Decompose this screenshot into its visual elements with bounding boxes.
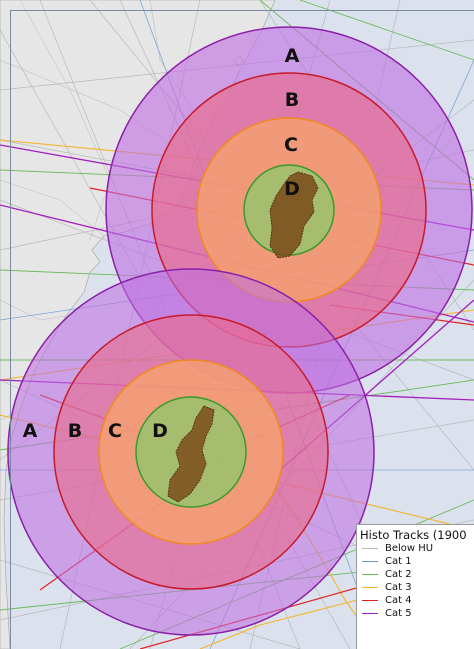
legend-item-cat-2: Cat 2 (362, 568, 474, 581)
zone-label-c: C (108, 420, 122, 442)
zone-label-d: D (152, 420, 168, 442)
legend-title: Histo Tracks (1900 (360, 528, 467, 542)
zone-label-d: D (284, 178, 300, 200)
legend-label: Cat 5 (385, 608, 412, 619)
legend-item-cat-4: Cat 4 (362, 594, 474, 607)
legend-swatch (362, 561, 378, 562)
legend-item-cat-5: Cat 5 (362, 607, 474, 620)
legend-panel: Histo Tracks (1900 Below HU Cat 1 Cat 2 … (356, 524, 474, 649)
legend-item-below-hu: Below HU (362, 542, 474, 555)
legend-swatch (362, 548, 378, 549)
legend-label: Cat 2 (385, 569, 412, 580)
ring-set-south: A B C D (7, 268, 375, 636)
zone-label-b: B (68, 420, 82, 442)
island-reunion (167, 405, 215, 503)
legend-label: Cat 1 (385, 556, 412, 567)
legend-item-cat-3: Cat 3 (362, 581, 474, 594)
zone-label-a: A (23, 420, 38, 442)
zone-label-b: B (285, 89, 299, 111)
legend-swatch (362, 600, 378, 601)
legend-item-cat-1: Cat 1 (362, 555, 474, 568)
legend-swatch (362, 574, 378, 575)
legend-label: Cat 4 (385, 595, 412, 606)
map-border (10, 10, 474, 649)
legend-swatch (362, 613, 378, 614)
legend-label: Below HU (385, 543, 434, 554)
legend-swatch (362, 587, 378, 588)
zone-label-a: A (285, 45, 300, 67)
zone-label-c: C (284, 134, 298, 156)
legend-label: Cat 3 (385, 582, 412, 593)
island-mauritius (269, 171, 319, 259)
